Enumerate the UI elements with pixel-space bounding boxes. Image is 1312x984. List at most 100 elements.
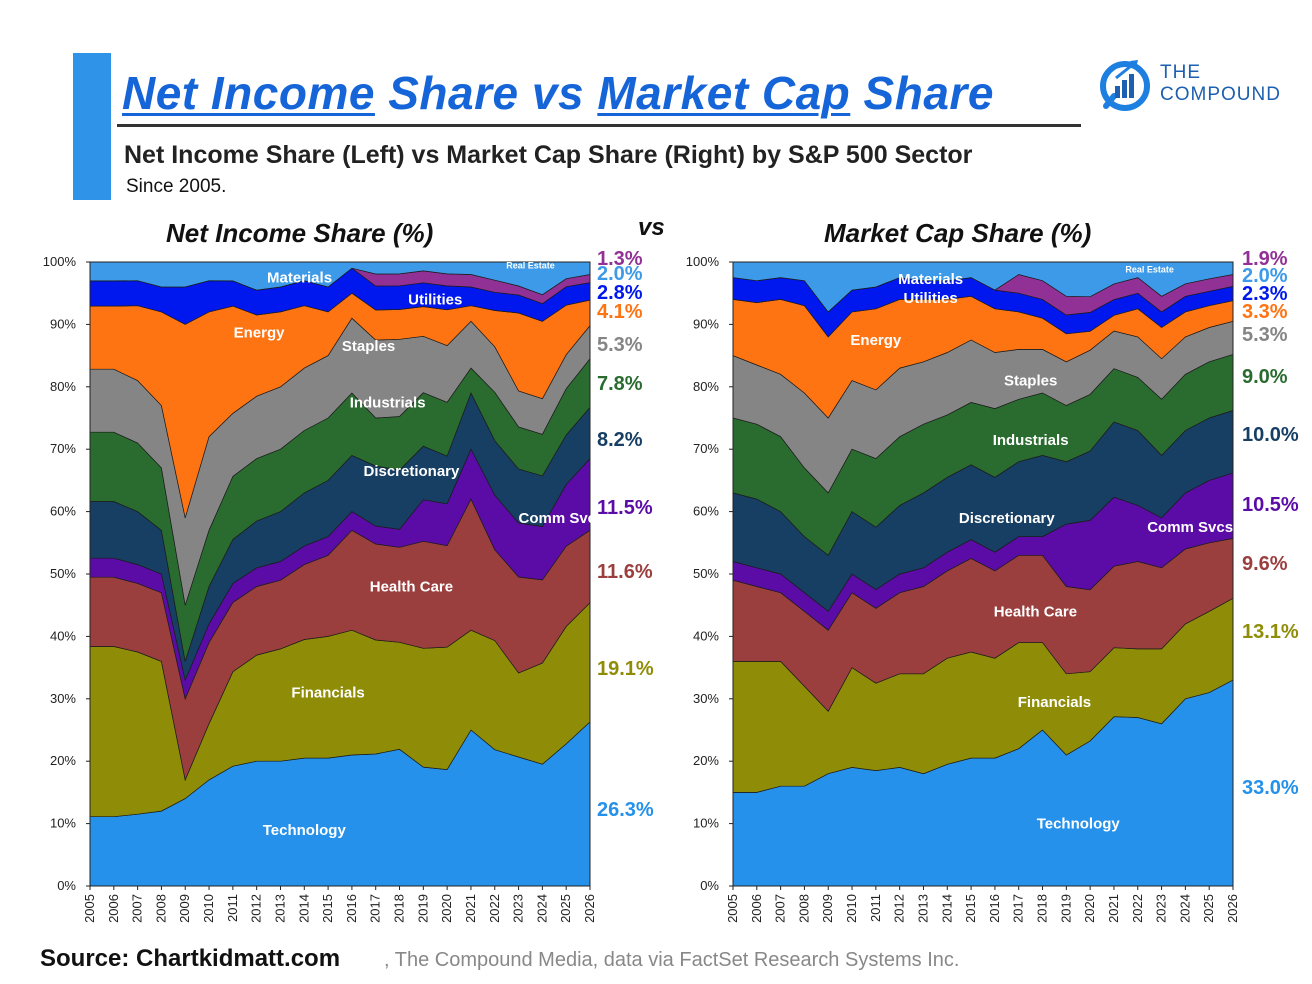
right-xtick-label: 2009 <box>820 894 835 923</box>
left-value-technology: 26.3% <box>597 799 654 821</box>
left-label-discretionary: Discretionary <box>363 463 460 480</box>
left-ytick-label: 0% <box>57 878 76 893</box>
right-xtick-label: 2025 <box>1201 894 1216 923</box>
logo-line1: THE <box>1160 62 1201 83</box>
right-xtick-label: 2010 <box>844 894 859 923</box>
vs-label: vs <box>638 214 665 241</box>
left-ytick-label: 70% <box>50 441 76 456</box>
right-xtick-label: 2005 <box>725 894 740 923</box>
source-bold: Source: Chartkidmatt.com <box>40 945 341 972</box>
right-xtick-label: 2006 <box>749 894 764 923</box>
right-chart-title: Market Cap Share (%) <box>824 218 1092 248</box>
right-value-comm-svcs: 10.5% <box>1242 494 1299 516</box>
left-xtick-label: 2010 <box>201 894 216 923</box>
right-ytick-label: 50% <box>693 566 719 581</box>
left-label-utilities: Utilities <box>408 291 462 308</box>
left-value-comm-svcs: 11.5% <box>597 497 653 519</box>
left-xtick-label: 2025 <box>558 894 573 923</box>
left-xtick-label: 2020 <box>439 894 454 923</box>
right-ytick-label: 90% <box>693 316 719 331</box>
left-label-comm-svcs: Comm Svcs <box>518 510 604 527</box>
left-xtick-label: 2013 <box>272 894 287 923</box>
right-ytick-label: 30% <box>693 691 719 706</box>
right-value-utilities: 2.3% <box>1242 283 1288 305</box>
right-value-financials: 13.1% <box>1242 621 1299 643</box>
title-market-cap: Market Cap <box>597 67 851 119</box>
left-value-materials: 2.0% <box>597 263 643 285</box>
right-ytick-label: 80% <box>693 379 719 394</box>
accent-bar <box>73 53 111 200</box>
left-chart: 0% 10% 20% 30% 40% 50% 60% 70% 80% 90% 100% 2005 200… <box>43 248 654 923</box>
left-xtick-label: 2007 <box>130 894 145 923</box>
left-chart-title: Net Income Share (%) <box>166 218 434 248</box>
title-share: Share <box>850 67 994 119</box>
left-ytick-label: 60% <box>50 504 76 519</box>
left-label-technology: Technology <box>263 822 347 839</box>
left-xtick-label: 2012 <box>249 894 264 923</box>
right-xtick-label: 2013 <box>915 894 930 923</box>
title-divider <box>117 124 1081 127</box>
right-xtick-label: 2012 <box>892 894 907 923</box>
compound-logo-icon <box>1100 60 1150 111</box>
right-value-industrials: 9.0% <box>1242 366 1288 388</box>
page-title: Net Income Share vs Market Cap Share <box>122 66 994 120</box>
right-xtick-label: 2023 <box>1154 894 1169 923</box>
left-xtick-label: 2024 <box>534 894 549 923</box>
right-xtick-label: 2014 <box>939 894 954 923</box>
left-xtick-label: 2019 <box>415 894 430 923</box>
left-value-health-care: 11.6% <box>597 561 653 583</box>
left-ytick-label: 90% <box>50 316 76 331</box>
right-label-real-estate: Real Estate <box>1125 264 1174 274</box>
left-xtick-label: 2005 <box>82 894 97 923</box>
left-xtick-label: 2021 <box>463 894 478 923</box>
right-xtick-label: 2024 <box>1177 894 1192 923</box>
subtitle: Net Income Share (Left) vs Market Cap Sh… <box>124 141 973 169</box>
right-value-health-care: 9.6% <box>1242 553 1288 575</box>
right-xtick-label: 2022 <box>1130 894 1145 923</box>
left-xtick-label: 2017 <box>368 894 383 923</box>
left-ytick-label: 20% <box>50 753 76 768</box>
logo-text: THE COMPOUND <box>1160 62 1281 106</box>
right-ytick-label: 0% <box>700 878 719 893</box>
left-label-financials: Financials <box>291 685 364 702</box>
right-label-industrials: Industrials <box>993 432 1069 449</box>
left-label-staples: Staples <box>342 338 395 355</box>
right-xtick-label: 2016 <box>987 894 1002 923</box>
left-ytick-label: 50% <box>50 566 76 581</box>
right-ytick-label: 100% <box>686 254 720 269</box>
left-xtick-label: 2016 <box>344 894 359 923</box>
left-xtick-label: 2011 <box>225 894 240 922</box>
left-ytick-label: 10% <box>50 816 76 831</box>
right-xtick-label: 2026 <box>1225 894 1240 923</box>
left-label-materials: Materials <box>267 270 332 287</box>
left-value-staples: 5.3% <box>597 334 643 356</box>
title-share-vs: Share vs <box>374 67 598 119</box>
left-label-energy: Energy <box>234 325 286 342</box>
left-xtick-label: 2006 <box>106 894 121 923</box>
right-xtick-label: 2011 <box>868 894 883 922</box>
left-value-financials: 19.1% <box>597 658 654 680</box>
left-ytick-label: 100% <box>43 254 77 269</box>
right-label-health-care: Health Care <box>994 603 1077 620</box>
left-xtick-label: 2018 <box>392 894 407 923</box>
right-label-staples: Staples <box>1004 373 1057 390</box>
right-ytick-label: 60% <box>693 504 719 519</box>
right-xtick-label: 2015 <box>963 894 978 923</box>
right-xtick-label: 2021 <box>1106 894 1121 923</box>
left-label-industrials: Industrials <box>350 394 426 411</box>
left-label-health-care: Health Care <box>370 578 453 595</box>
right-label-discretionary: Discretionary <box>959 510 1056 527</box>
right-label-financials: Financials <box>1018 694 1091 711</box>
left-xtick-label: 2008 <box>153 894 168 923</box>
right-value-discretionary: 10.0% <box>1242 424 1299 446</box>
left-xtick-label: 2009 <box>177 894 192 923</box>
charts-canvas: 0% 10% 20% 30% 40% 50% 60% 70% 80% 90% 100% 2005 200… <box>43 248 1299 923</box>
left-xtick-label: 2022 <box>487 894 502 923</box>
right-value-real-estate: 1.9% <box>1242 248 1288 270</box>
left-value-utilities: 2.8% <box>597 282 643 304</box>
source-rest: , The Compound Media, data via FactSet R… <box>384 949 960 971</box>
right-ytick-label: 40% <box>693 628 719 643</box>
right-label-utilities: Utilities <box>904 290 958 307</box>
right-xtick-label: 2018 <box>1035 894 1050 923</box>
right-xtick-label: 2019 <box>1058 894 1073 923</box>
